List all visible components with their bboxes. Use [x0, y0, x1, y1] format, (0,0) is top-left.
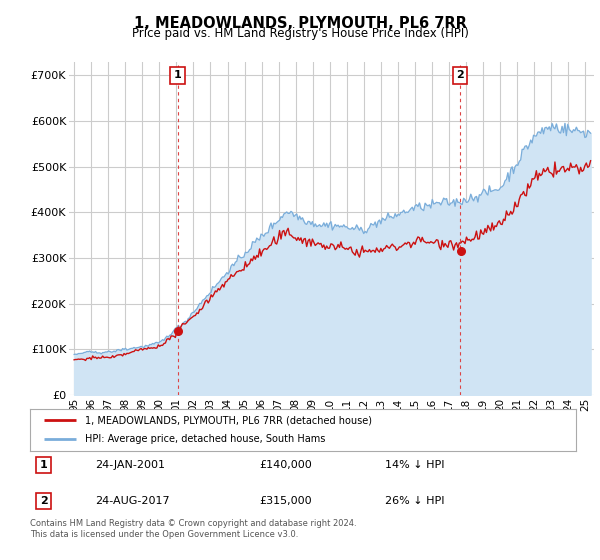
Text: 2: 2 [40, 496, 47, 506]
Text: 1: 1 [40, 460, 47, 470]
Text: 24-JAN-2001: 24-JAN-2001 [95, 460, 166, 470]
Text: Price paid vs. HM Land Registry's House Price Index (HPI): Price paid vs. HM Land Registry's House … [131, 27, 469, 40]
Point [173, 326, 183, 335]
Text: 14% ↓ HPI: 14% ↓ HPI [385, 460, 445, 470]
Text: £315,000: £315,000 [259, 496, 312, 506]
Text: £140,000: £140,000 [259, 460, 312, 470]
Text: Contains HM Land Registry data © Crown copyright and database right 2024.
This d: Contains HM Land Registry data © Crown c… [30, 519, 356, 539]
Point [456, 246, 466, 255]
Text: 1, MEADOWLANDS, PLYMOUTH, PL6 7RR (detached house): 1, MEADOWLANDS, PLYMOUTH, PL6 7RR (detac… [85, 415, 371, 425]
Text: 1: 1 [174, 71, 181, 80]
Text: 26% ↓ HPI: 26% ↓ HPI [385, 496, 445, 506]
Text: 2: 2 [457, 71, 464, 80]
Text: HPI: Average price, detached house, South Hams: HPI: Average price, detached house, Sout… [85, 435, 325, 445]
Text: 24-AUG-2017: 24-AUG-2017 [95, 496, 170, 506]
Text: 1, MEADOWLANDS, PLYMOUTH, PL6 7RR: 1, MEADOWLANDS, PLYMOUTH, PL6 7RR [134, 16, 466, 31]
